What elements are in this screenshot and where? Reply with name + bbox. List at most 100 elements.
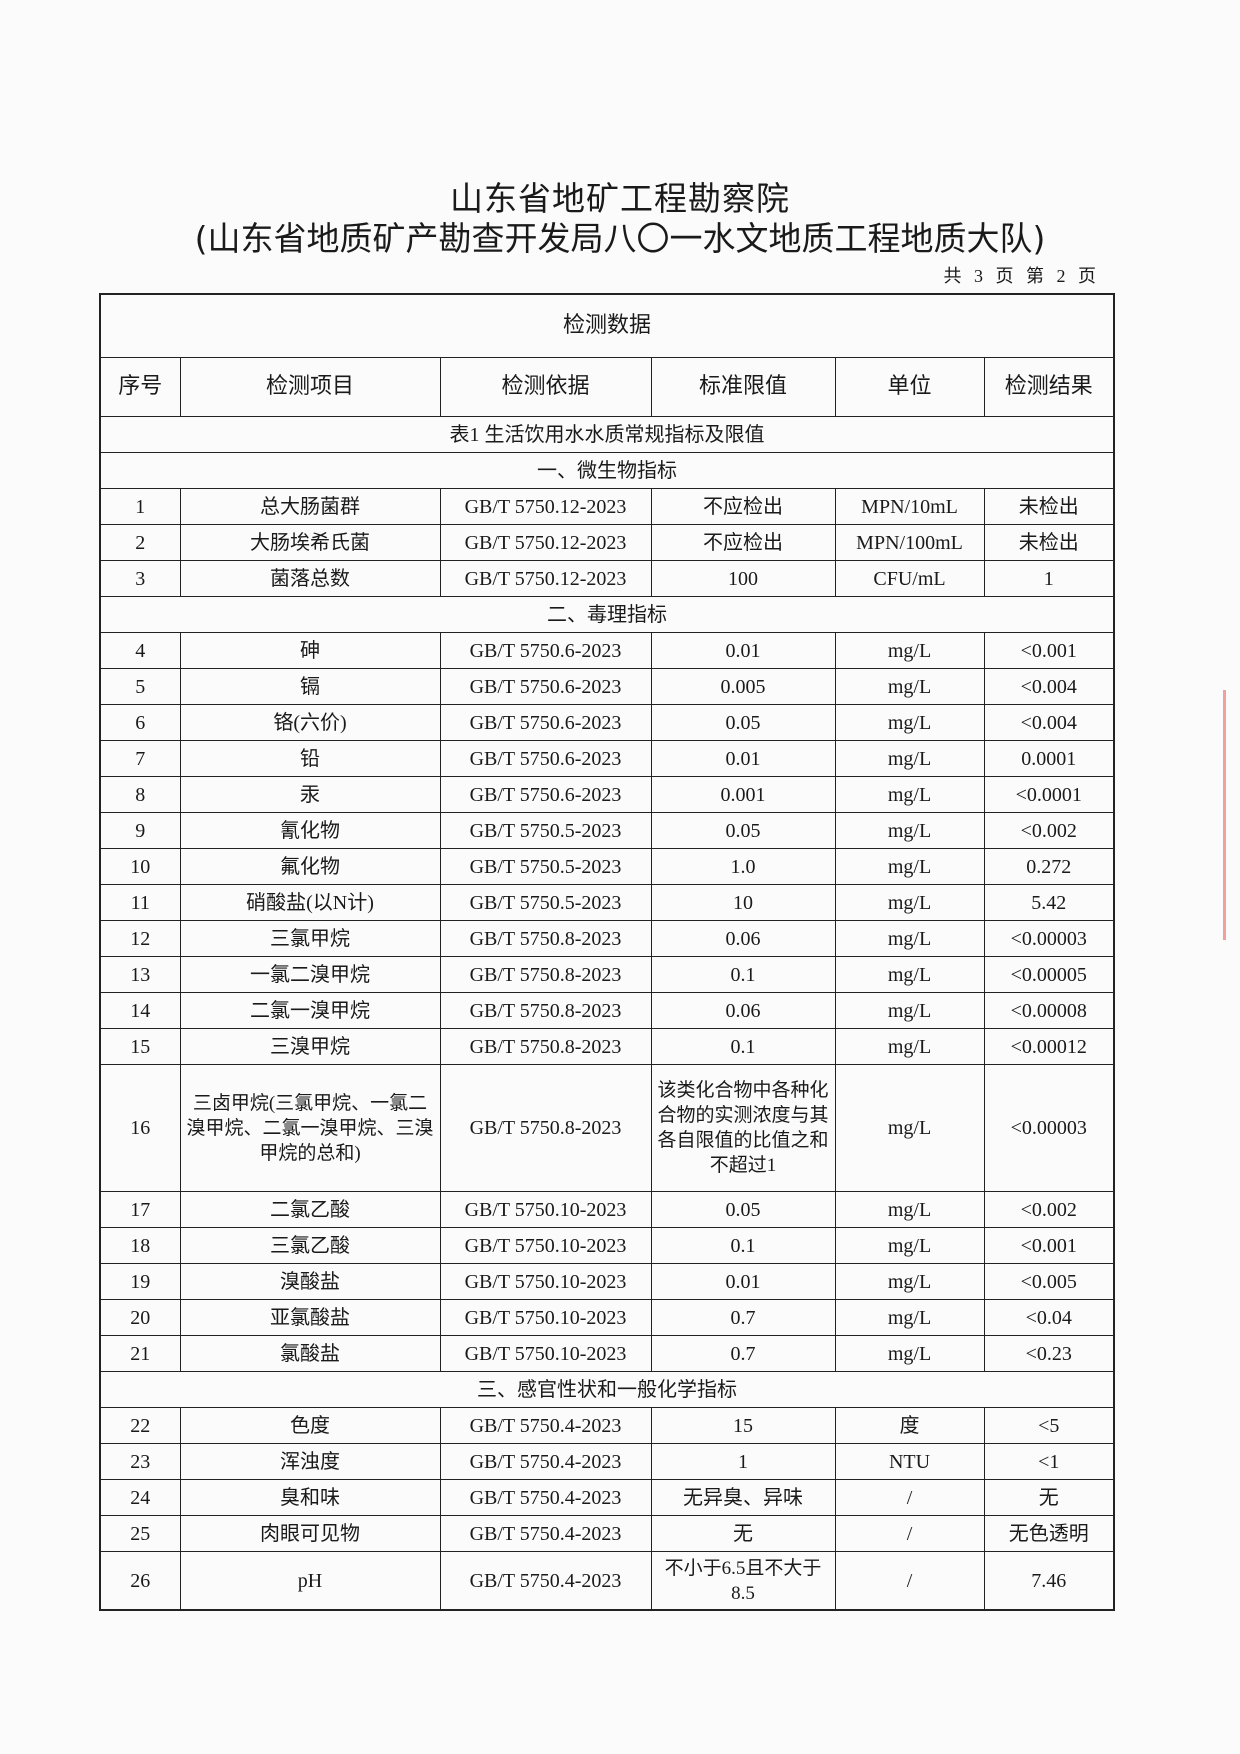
method-cell: GB/T 5750.6-2023 (439, 668, 652, 705)
unit-cell: mg/L (834, 1335, 985, 1372)
unit-cell: mg/L (834, 920, 985, 957)
table-row: 9 氰化物 GB/T 5750.5-2023 0.05 mg/L <0.002 (99, 812, 1115, 849)
table-row: 26 pH GB/T 5750.4-2023 不小于6.5且不大于8.5/7.46 (99, 1551, 1115, 1611)
result-cell: 0.0001 (983, 740, 1115, 777)
item-cell: 铬(六价) (179, 704, 441, 741)
seq-cell: 20 (99, 1299, 181, 1336)
seq-cell: 1 (99, 488, 181, 525)
method-cell: GB/T 5750.5-2023 (439, 812, 652, 849)
document-subtitle: (山东省地质矿产勘查开发局八〇一水文地质工程地质大队) (194, 219, 1046, 258)
item-cell: 镉 (179, 668, 441, 705)
table-title: 表1 生活饮用水水质常规指标及限值 (99, 416, 1115, 453)
result-cell: 0.272 (983, 848, 1115, 885)
limit-cell: 0.01 (650, 740, 836, 777)
limit-cell: 100 (650, 560, 836, 597)
seq-cell: 22 (99, 1407, 181, 1444)
column-header: 标准限值 (650, 357, 836, 417)
limit-cell: 0.001 (650, 776, 836, 813)
method-cell: GB/T 5750.8-2023 (439, 1028, 652, 1065)
item-cell: 溴酸盐 (179, 1263, 441, 1300)
limit-cell: 无 (650, 1515, 836, 1552)
table-row: 19 溴酸盐 GB/T 5750.10-2023 0.01 mg/L <0.005 (99, 1263, 1115, 1300)
limit-cell: 0.1 (650, 1028, 836, 1065)
item-cell: 总大肠菌群 (179, 488, 441, 525)
seq-cell: 7 (99, 740, 181, 777)
result-cell: <0.23 (983, 1335, 1115, 1372)
method-cell: GB/T 5750.8-2023 (439, 992, 652, 1029)
result-cell: 未检出 (983, 524, 1115, 561)
result-cell: 1 (983, 560, 1115, 597)
item-cell: 三卤甲烷(三氯甲烷、一氯二溴甲烷、二氯一溴甲烷、三溴甲烷的总和) (179, 1064, 441, 1192)
unit-cell: mg/L (834, 848, 985, 885)
result-cell: 无 (983, 1479, 1115, 1516)
result-cell: <0.00003 (983, 1064, 1115, 1192)
table-row: 5 镉 GB/T 5750.6-2023 0.005 mg/L <0.004 (99, 668, 1115, 705)
result-cell: <0.005 (983, 1263, 1115, 1300)
table-row: 18 三氯乙酸 GB/T 5750.10-2023 0.1 mg/L <0.001 (99, 1227, 1115, 1264)
table-row: 2 大肠埃希氏菌 GB/T 5750.12-2023 不应检出 MPN/100mL 未检出 (99, 524, 1115, 561)
table-row: 3 菌落总数 GB/T 5750.12-2023 100 CFU/mL 1 (99, 560, 1115, 597)
column-header: 单位 (834, 357, 985, 417)
column-header: 检测结果 (983, 357, 1115, 417)
limit-cell: 不小于6.5且不大于8.5 (650, 1551, 836, 1611)
item-cell: 三氯乙酸 (179, 1227, 441, 1264)
item-cell: 浑浊度 (179, 1443, 441, 1480)
unit-cell: / (834, 1515, 985, 1552)
result-cell: <0.0001 (983, 776, 1115, 813)
result-cell: 未检出 (983, 488, 1115, 525)
table-row: 13 一氯二溴甲烷 GB/T 5750.8-2023 0.1 mg/L <0.00005 (99, 956, 1115, 993)
result-cell: <0.00003 (983, 920, 1115, 957)
limit-cell: 不应检出 (650, 488, 836, 525)
unit-cell: mg/L (834, 884, 985, 921)
method-cell: GB/T 5750.4-2023 (439, 1551, 652, 1611)
method-cell: GB/T 5750.6-2023 (439, 776, 652, 813)
unit-cell: mg/L (834, 1299, 985, 1336)
seq-cell: 13 (99, 956, 181, 993)
method-cell: GB/T 5750.5-2023 (439, 884, 652, 921)
unit-cell: mg/L (834, 1263, 985, 1300)
method-cell: GB/T 5750.8-2023 (439, 920, 652, 957)
seq-cell: 15 (99, 1028, 181, 1065)
item-cell: 硝酸盐(以N计) (179, 884, 441, 921)
result-cell: <0.004 (983, 668, 1115, 705)
limit-cell: 0.01 (650, 632, 836, 669)
item-cell: pH (179, 1551, 441, 1611)
table-row: 22 色度 GB/T 5750.4-2023 15 度 <5 (99, 1407, 1115, 1444)
method-cell: GB/T 5750.10-2023 (439, 1191, 652, 1228)
seq-cell: 8 (99, 776, 181, 813)
limit-cell: 不应检出 (650, 524, 836, 561)
unit-cell: / (834, 1551, 985, 1611)
limit-cell: 1.0 (650, 848, 836, 885)
seq-cell: 24 (99, 1479, 181, 1516)
seq-cell: 11 (99, 884, 181, 921)
method-cell: GB/T 5750.6-2023 (439, 632, 652, 669)
section-title: 二、毒理指标 (99, 596, 1115, 633)
result-cell: <0.002 (983, 812, 1115, 849)
table-row: 12 三氯甲烷 GB/T 5750.8-2023 0.06 mg/L <0.00003 (99, 920, 1115, 957)
seq-cell: 6 (99, 704, 181, 741)
unit-cell: mg/L (834, 1064, 985, 1192)
limit-cell: 0.1 (650, 956, 836, 993)
item-cell: 砷 (179, 632, 441, 669)
method-cell: GB/T 5750.4-2023 (439, 1515, 652, 1552)
seq-cell: 14 (99, 992, 181, 1029)
table-row: 10 氟化物 GB/T 5750.5-2023 1.0 mg/L 0.272 (99, 848, 1115, 885)
unit-cell: NTU (834, 1443, 985, 1480)
result-cell: <0.00012 (983, 1028, 1115, 1065)
method-cell: GB/T 5750.8-2023 (439, 1064, 652, 1192)
method-cell: GB/T 5750.4-2023 (439, 1479, 652, 1516)
limit-cell: 0.05 (650, 704, 836, 741)
seq-cell: 26 (99, 1551, 181, 1611)
table-row: 17 二氯乙酸 GB/T 5750.10-2023 0.05 mg/L <0.002 (99, 1191, 1115, 1228)
seq-cell: 2 (99, 524, 181, 561)
column-header: 检测依据 (439, 357, 652, 417)
column-header: 检测项目 (179, 357, 441, 417)
unit-cell: 度 (834, 1407, 985, 1444)
item-cell: 二氯乙酸 (179, 1191, 441, 1228)
method-cell: GB/T 5750.10-2023 (439, 1227, 652, 1264)
unit-cell: CFU/mL (834, 560, 985, 597)
item-cell: 汞 (179, 776, 441, 813)
red-stamp-fragment (1223, 690, 1240, 940)
unit-cell: mg/L (834, 740, 985, 777)
seq-cell: 4 (99, 632, 181, 669)
